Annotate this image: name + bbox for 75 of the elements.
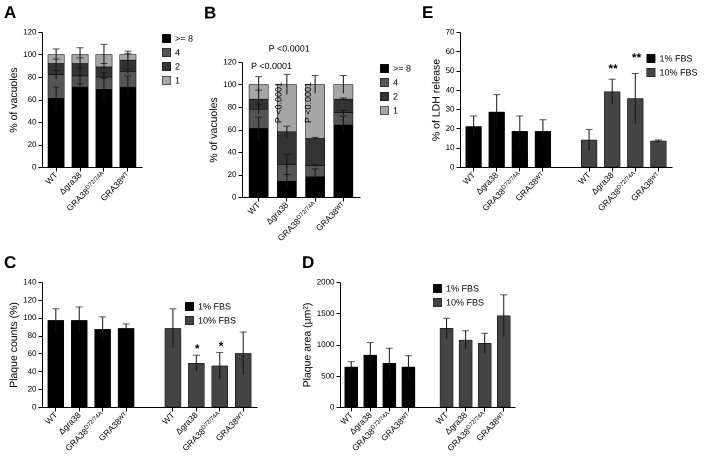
text: P <0.0001 xyxy=(268,44,310,54)
y-axis-title: Plaque area (µm²) xyxy=(302,302,314,388)
chart-title: E xyxy=(422,3,434,22)
y-tick-label: 50 xyxy=(446,66,456,76)
x-tick-label: WT xyxy=(460,170,478,186)
y-tick-label: 60 xyxy=(28,95,38,104)
legend-label: >= 8 xyxy=(175,34,194,44)
annotation: * xyxy=(194,341,200,356)
annotation: ** xyxy=(632,50,642,65)
x-tick-label: WT xyxy=(576,170,593,186)
legend-label: 10% FBS xyxy=(659,68,698,78)
legend-label: 10% FBS xyxy=(446,298,484,308)
y-axis-title: % of vacuoles xyxy=(8,67,20,133)
annotation: P <0.0001 xyxy=(274,82,284,124)
y-tick-label: 1500 xyxy=(316,308,336,318)
y-tick-label: 500 xyxy=(321,371,336,380)
y-tick-label: 40 xyxy=(446,85,456,94)
x-tick-label: WT xyxy=(434,410,450,426)
y-tick-label: 20 xyxy=(28,384,38,394)
chart-title: C xyxy=(4,253,16,272)
y-axis-title: % of vacuoles xyxy=(208,97,220,163)
chart-title: A xyxy=(4,3,16,22)
y-tick-label: 60 xyxy=(28,348,38,358)
x-tick-label: WT xyxy=(338,410,355,426)
chart-title: D xyxy=(302,253,314,272)
y-tick-label: 10 xyxy=(446,143,456,152)
x-tick-label: WT xyxy=(160,410,176,426)
y-tick-label: 0 xyxy=(450,162,456,172)
y-tick-label: 40 xyxy=(28,366,38,376)
legend-label: >= 8 xyxy=(393,64,412,74)
legend-label: 4 xyxy=(393,78,398,88)
legend-label: 2 xyxy=(393,92,398,102)
y-tick-label: 20 xyxy=(446,124,456,133)
y-tick-label: 80 xyxy=(228,102,238,112)
y-tick-label: 20 xyxy=(28,140,38,149)
y-tick-label: 40 xyxy=(228,148,238,156)
x-tick-label: WT xyxy=(42,410,60,426)
y-tick-label: 100 xyxy=(23,50,38,59)
y-tick-label: 2000 xyxy=(316,278,336,286)
y-tick-label: 0 xyxy=(32,162,38,172)
y-tick-label: 100 xyxy=(23,313,38,322)
x-tick-label: WT xyxy=(43,170,60,186)
y-tick-label: 70 xyxy=(446,28,456,36)
y-tick-label: 1000 xyxy=(316,340,336,349)
annotation: P <0.0001 xyxy=(250,61,292,72)
y-tick-label: 40 xyxy=(28,118,38,126)
annotation: ** xyxy=(608,61,618,76)
y-axis-title: % of LDH release xyxy=(430,58,443,142)
y-tick-label: 20 xyxy=(228,170,238,179)
legend-label: 1% FBS xyxy=(659,54,692,64)
y-tick-label: 120 xyxy=(23,295,38,304)
y-tick-label: 60 xyxy=(228,125,238,134)
y-tick-label: 100 xyxy=(223,80,238,89)
chart-title: B xyxy=(204,4,216,22)
y-tick-label: 120 xyxy=(23,28,38,36)
y-tick-label: 120 xyxy=(223,58,238,66)
legend-label: 2 xyxy=(175,62,180,72)
y-tick-label: 0 xyxy=(330,402,336,412)
legend-label: 1 xyxy=(175,76,180,86)
legend-label: 10% FBS xyxy=(198,316,236,326)
y-tick-label: 140 xyxy=(23,278,38,286)
y-tick-label: 30 xyxy=(446,104,456,114)
legend-label: 1 xyxy=(393,106,398,116)
annotation: P <0.0001 xyxy=(303,82,314,124)
y-tick-label: 60 xyxy=(446,46,456,56)
y-tick-label: 0 xyxy=(232,192,238,202)
y-axis-title: Plaque counts (%) xyxy=(8,302,20,388)
legend-label: 1% FBS xyxy=(446,284,480,294)
y-tick-label: 80 xyxy=(28,72,38,82)
annotation: * xyxy=(218,338,224,353)
legend-label: 4 xyxy=(175,48,180,58)
y-tick-label: 0 xyxy=(32,402,38,412)
y-tick-label: 80 xyxy=(28,331,38,340)
legend-label: 1% FBS xyxy=(198,302,232,312)
x-tick-label: WT xyxy=(246,200,262,216)
